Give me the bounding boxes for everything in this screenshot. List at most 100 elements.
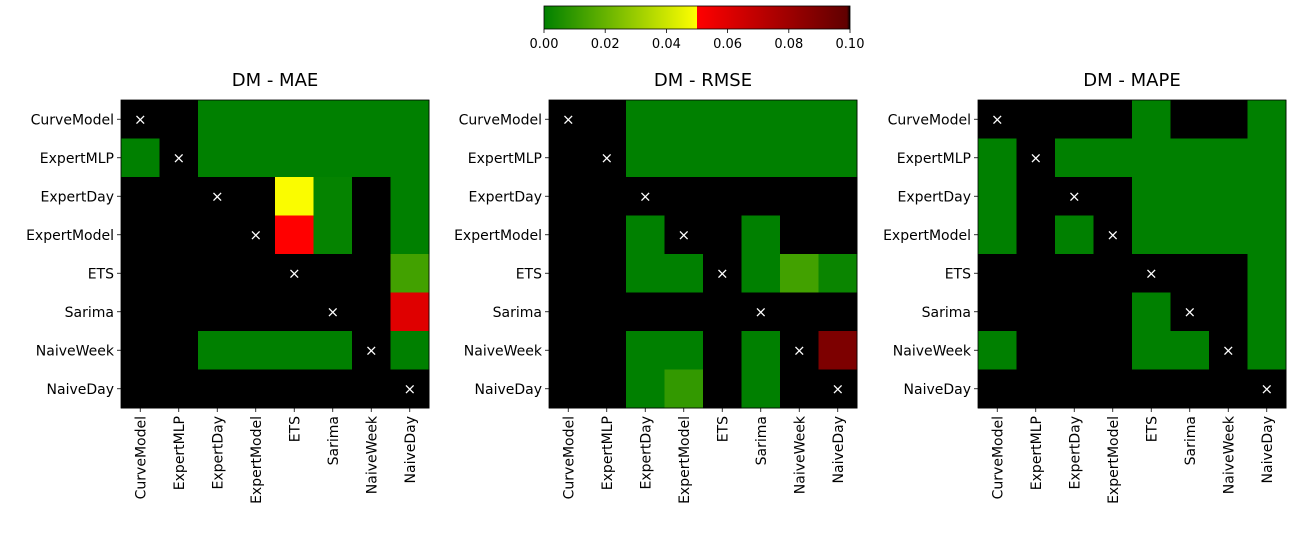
heatmap-cell — [352, 177, 391, 216]
heatmap-cell — [703, 177, 742, 216]
heatmap-cell — [198, 100, 237, 139]
heatmap-cell — [121, 177, 160, 216]
x-tick-label: ETS — [287, 416, 303, 442]
heatmap-cell-diagonal — [1209, 331, 1248, 370]
heatmap-cell — [1170, 254, 1210, 293]
heatmap-cell — [121, 254, 160, 293]
x-tick-label: ETS — [1144, 416, 1160, 442]
heatmap-frame — [977, 99, 1287, 409]
heatmap-cell — [1016, 254, 1056, 293]
heatmap-cell — [1016, 177, 1056, 216]
y-tick-label: NaiveDay — [47, 382, 114, 398]
diagonal-marker: × — [1183, 303, 1196, 321]
heatmap-cell-diagonal — [1055, 177, 1094, 216]
heatmap-cell — [780, 100, 819, 139]
heatmap-cell — [352, 369, 391, 409]
heatmap-cell — [1170, 138, 1210, 178]
heatmap-cell — [703, 100, 742, 139]
heatmap-cell — [549, 177, 588, 216]
heatmap-cell — [1132, 369, 1171, 409]
heatmap-cell — [1247, 331, 1287, 370]
heatmap-cell — [549, 292, 588, 332]
heatmap-cell — [1132, 138, 1171, 178]
x-tick-label: Sarima — [1183, 416, 1199, 465]
heatmap-cell-diagonal — [587, 138, 627, 178]
heatmap-cell — [780, 138, 819, 178]
x-tick-label: ExpertMLP — [1029, 416, 1045, 490]
x-tick-label: NaiveWeek — [1221, 415, 1237, 494]
colorbar: 0.00 0.02 0.04 0.06 0.08 0.10 — [530, 5, 865, 52]
heatmap-cell — [780, 292, 819, 332]
diagonal-marker: × — [134, 110, 147, 128]
x-tick-label: ExpertModel — [677, 416, 693, 504]
heatmap-cell — [1016, 215, 1056, 255]
heatmap-cell — [313, 138, 353, 178]
heatmap-cell-diagonal — [1093, 215, 1133, 255]
heatmap-cell — [1170, 215, 1210, 255]
heatmap-cell — [1170, 369, 1210, 409]
heatmap-cell — [549, 138, 588, 178]
heatmap-title: DM - MAE — [232, 70, 319, 91]
heatmap-cell — [1170, 177, 1210, 216]
y-tick-label: ExpertModel — [883, 228, 971, 244]
x-tick-label: ExpertDay — [210, 416, 226, 490]
colorbar-tick-label: 0.06 — [713, 37, 742, 52]
heatmap-cell — [121, 369, 160, 409]
diagonal-marker: × — [677, 226, 690, 244]
heatmap-cell — [1132, 292, 1171, 332]
heatmap-panels: DM - MAE × × × × × × × × CurveModel ExpertMLP Exper… — [26, 70, 1287, 504]
x-tick-label: ExpertMLP — [172, 416, 188, 490]
y-tick-label: NaiveDay — [475, 382, 542, 398]
heatmap-cell — [236, 292, 276, 332]
diagonal-marker: × — [326, 303, 339, 321]
y-tick-label: Sarima — [493, 305, 542, 321]
heatmap-cell — [159, 369, 199, 409]
heatmap-cell — [275, 369, 314, 409]
heatmap-cell — [626, 369, 665, 409]
heatmap-cell — [978, 138, 1017, 178]
heatmap-panel: DM - MAE × × × × × × × × CurveModel ExpertMLP Exper… — [26, 70, 430, 504]
heatmap-cell — [1016, 100, 1056, 139]
heatmap-cell — [1093, 254, 1133, 293]
x-tick-label: ExpertDay — [638, 416, 654, 490]
heatmap-cell — [1170, 100, 1210, 139]
colorbar-tick-label: 0.10 — [836, 37, 865, 52]
heatmap-cell — [121, 138, 160, 178]
heatmap-cell — [236, 254, 276, 293]
diagonal-marker: × — [249, 226, 262, 244]
diagonal-marker: × — [288, 264, 301, 282]
heatmap-cell — [1055, 100, 1094, 139]
heatmap-cell — [549, 254, 588, 293]
heatmap-cell — [275, 100, 314, 139]
x-tick-label: CurveModel — [133, 416, 149, 499]
heatmap-cell — [1055, 331, 1094, 370]
heatmap-cell — [313, 215, 353, 255]
x-tick-label: ExpertDay — [1067, 416, 1083, 490]
colorbar-gradient — [543, 5, 851, 30]
heatmap-frame — [120, 99, 430, 409]
heatmap-cell — [587, 177, 627, 216]
heatmap-cell — [1247, 138, 1287, 178]
heatmap-cell — [275, 138, 314, 178]
heatmap-cell — [626, 100, 665, 139]
heatmap-cell — [159, 292, 199, 332]
colorbar-tick-label: 0.02 — [591, 37, 620, 52]
heatmap-cell — [390, 292, 430, 332]
heatmap-cell — [818, 292, 858, 332]
heatmap-cell — [549, 331, 588, 370]
heatmap-cell — [1209, 215, 1248, 255]
diagonal-marker: × — [403, 380, 416, 398]
heatmap-cell — [121, 292, 160, 332]
diagonal-marker: × — [716, 264, 729, 282]
heatmap-cell — [198, 215, 237, 255]
diagonal-marker: × — [1106, 226, 1119, 244]
heatmap-cell — [818, 177, 858, 216]
heatmap-cell — [275, 177, 314, 216]
y-tick-label: ExpertMLP — [40, 151, 114, 167]
heatmap-cell — [978, 331, 1017, 370]
heatmap-cell — [1093, 292, 1133, 332]
heatmap-cell — [780, 254, 819, 293]
heatmap-cell — [741, 177, 781, 216]
x-tick-label: NaiveDay — [831, 416, 847, 483]
